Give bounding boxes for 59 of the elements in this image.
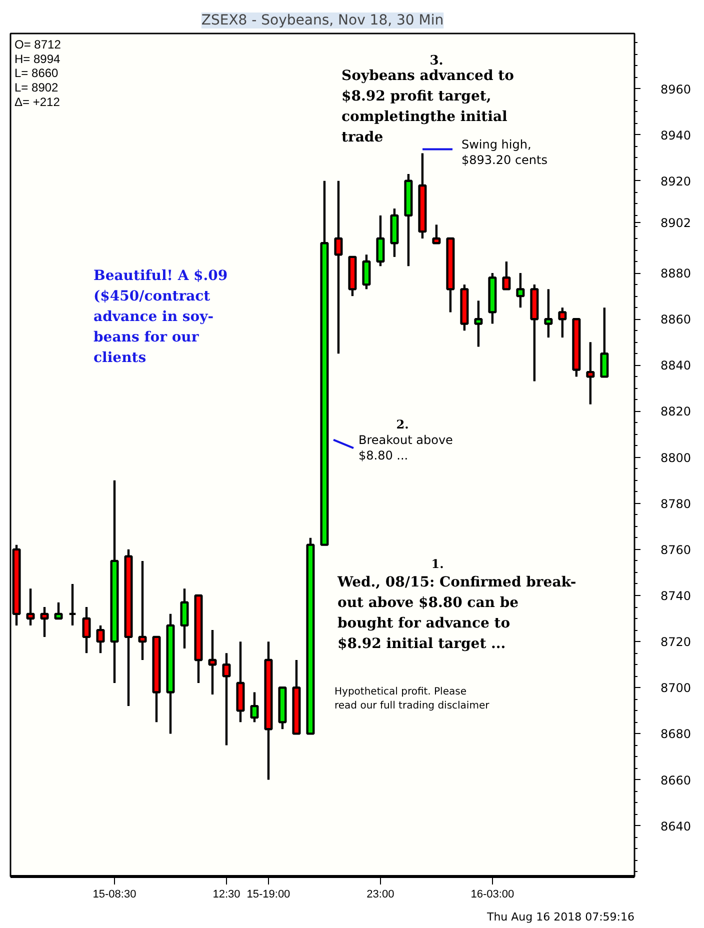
candlestick xyxy=(376,214,385,268)
candlestick xyxy=(96,624,105,654)
y-tick-label: 8940 xyxy=(660,128,692,142)
annotation: O= 8712 xyxy=(14,37,62,52)
candlestick xyxy=(82,606,91,654)
y-tick-label: 8780 xyxy=(660,496,692,511)
annotation: Wed., 08/15: Confirmed break- out above $8.80 can be bought for advance to $8.92 initial target ... xyxy=(336,574,576,652)
candlestick xyxy=(222,652,231,746)
annotation: Hypothetical profit. Please read our full trading disclaimer xyxy=(334,686,490,712)
y-tick-label: 8760 xyxy=(660,542,692,557)
annotation: Swing high, $893.20 cents xyxy=(462,137,548,167)
candlestick xyxy=(558,306,567,339)
y-tick-label: 8880 xyxy=(660,266,692,281)
x-tick-label: 15-08:30 xyxy=(92,888,136,900)
y-tick-label: 8920 xyxy=(660,174,692,188)
y-tick-label: 8720 xyxy=(660,635,692,650)
annotation: 3. xyxy=(430,53,444,68)
candlestick xyxy=(180,587,189,650)
y-tick-label: 8700 xyxy=(660,681,692,696)
y-tick-label: 8960 xyxy=(660,82,692,96)
candlestick xyxy=(40,606,49,638)
y-tick-label: 8820 xyxy=(660,404,692,419)
y-tick-label: 8840 xyxy=(660,358,692,373)
candlestick xyxy=(362,254,371,290)
text: Thu Aug 16 2018 07:59:16 xyxy=(486,910,635,924)
candlestick xyxy=(474,300,483,348)
chart-title: ZSEX8 - Soybeans, Nov 18, 30 Min xyxy=(201,12,444,28)
candlestick xyxy=(502,260,511,290)
annotation: L= 8660 xyxy=(14,66,59,80)
candlestick xyxy=(54,601,63,620)
candlestick xyxy=(334,180,343,355)
candlestick xyxy=(544,288,553,339)
annotation: Breakout above $8.80 ... xyxy=(358,433,453,463)
annotation: 1. xyxy=(431,556,444,571)
y-tick-label: 8680 xyxy=(660,727,692,742)
x-tick-label: 15-19:00 xyxy=(246,888,290,900)
candlestick xyxy=(432,224,441,244)
y-tick-label: 8660 xyxy=(660,773,692,788)
candlestick xyxy=(586,341,595,406)
y-tick-label: 8640 xyxy=(660,819,692,834)
x-tick-label: 16-03:00 xyxy=(470,888,514,900)
x-tick-label: 23:00 xyxy=(366,888,394,900)
candlestick xyxy=(516,272,525,309)
y-tick-label: 8800 xyxy=(660,450,692,465)
candlestick xyxy=(250,691,259,724)
candlestick xyxy=(138,560,147,662)
annotation: Δ= +212 xyxy=(14,94,60,109)
candlestick xyxy=(600,306,609,378)
x-tick-label: 12:30 xyxy=(212,888,240,900)
annotation: H= 8994 xyxy=(14,52,61,66)
annotation: Beautiful! A $.09 ($450/contract advance in soy- beans for our clients xyxy=(94,268,228,366)
candlestick xyxy=(68,582,77,627)
candlestick xyxy=(26,587,35,627)
annotation: 2. xyxy=(396,417,409,432)
y-tick-label: 8902 xyxy=(660,216,692,230)
y-tick-label: 8860 xyxy=(660,312,692,327)
y-tick-label: 8740 xyxy=(660,589,692,603)
candlestick xyxy=(208,628,217,696)
annotation: L= 8902 xyxy=(14,80,59,94)
